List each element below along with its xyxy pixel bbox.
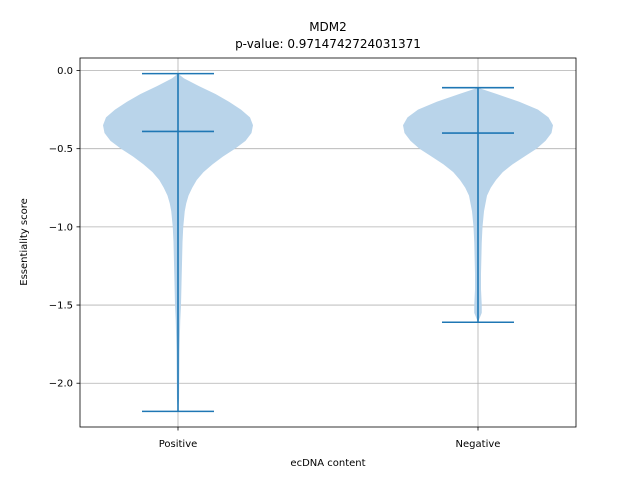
y-tick-label: −2.0: [49, 379, 73, 390]
y-tick-label: −1.5: [49, 301, 73, 312]
x-tick-label: Positive: [159, 439, 198, 450]
y-axis-label: Essentiality score: [19, 198, 30, 286]
plot-frame: [79, 57, 577, 428]
x-tick-label: Negative: [456, 439, 501, 450]
y-axis: 0.0 −0.5 −1.0 −1.5 −2.0: [49, 66, 80, 390]
y-tick-label: −0.5: [49, 144, 73, 155]
x-axis-label: ecDNA content: [290, 458, 365, 469]
y-tick-label: 0.0: [57, 66, 73, 77]
chart-subtitle: p-value: 0.9714742724031371: [235, 37, 421, 51]
violins: [103, 72, 553, 413]
chart-title: MDM2: [309, 20, 347, 34]
y-tick-label: −1.0: [49, 222, 73, 233]
x-axis: Positive Negative: [159, 427, 501, 450]
